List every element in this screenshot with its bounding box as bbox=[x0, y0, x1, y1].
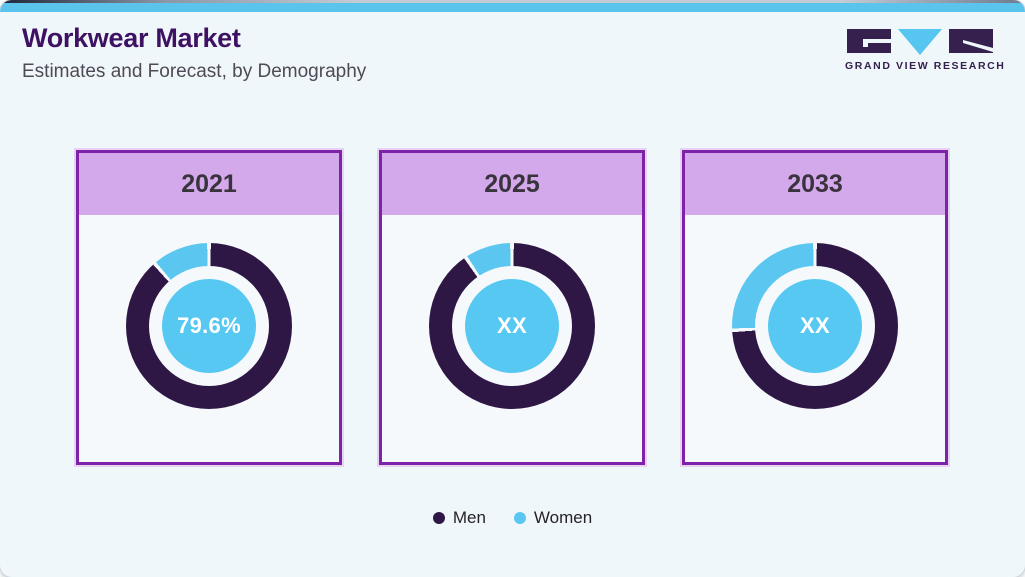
top-border-line bbox=[0, 0, 1025, 3]
page-title: Workwear Market bbox=[22, 23, 241, 53]
donut-center: XX bbox=[768, 279, 862, 373]
year-panel-2025: 2025 XX bbox=[379, 150, 645, 465]
donut-center-label: XX bbox=[800, 313, 830, 338]
panel-header-2021: 2021 bbox=[79, 153, 339, 215]
donut-center-label: 79.6% bbox=[177, 313, 241, 338]
logo-r-icon bbox=[949, 29, 993, 53]
year-panel-2033: 2033 XX bbox=[682, 150, 948, 465]
page-subtitle: Estimates and Forecast, by Demography bbox=[22, 60, 367, 82]
donut-chart-2021: 79.6% bbox=[126, 243, 292, 409]
header: Workwear Market Estimates and Forecast, … bbox=[22, 23, 367, 83]
legend-label-women: Women bbox=[533, 508, 593, 527]
legend-label-men: Men bbox=[452, 508, 486, 527]
panel-body-2021: 79.6% bbox=[79, 243, 339, 490]
donut-chart-2033: XX bbox=[732, 243, 898, 409]
legend-dot-men-icon bbox=[432, 512, 445, 524]
legend-dot-women-icon bbox=[513, 512, 526, 524]
panel-year-label: 2025 bbox=[484, 169, 540, 198]
top-accent-bar bbox=[0, 3, 1025, 12]
donut-center-label: XX bbox=[497, 313, 527, 338]
donut-center: 79.6% bbox=[162, 279, 256, 373]
logo-text: GRAND VIEW RESEARCH bbox=[845, 60, 1006, 72]
logo-g-icon bbox=[847, 29, 891, 53]
donut-chart-2025: XX bbox=[429, 243, 595, 409]
gvr-logo: GRAND VIEW RESEARCH bbox=[845, 26, 1006, 72]
panel-header-2033: 2033 bbox=[685, 153, 945, 215]
panel-body-2025: XX bbox=[382, 243, 642, 490]
chart-legend: Men Women bbox=[0, 508, 1025, 528]
panel-year-label: 2021 bbox=[181, 169, 237, 198]
panel-header-2025: 2025 bbox=[382, 153, 642, 215]
donut-center: XX bbox=[465, 279, 559, 373]
panel-body-2033: XX bbox=[685, 243, 945, 490]
year-panel-2021: 2021 79.6% bbox=[76, 150, 342, 465]
logo-v-icon bbox=[898, 29, 942, 55]
panel-year-label: 2033 bbox=[787, 169, 843, 198]
legend-item-women: Women bbox=[513, 508, 593, 528]
gvr-logo-mark bbox=[847, 29, 993, 55]
legend-item-men: Men bbox=[432, 508, 486, 528]
